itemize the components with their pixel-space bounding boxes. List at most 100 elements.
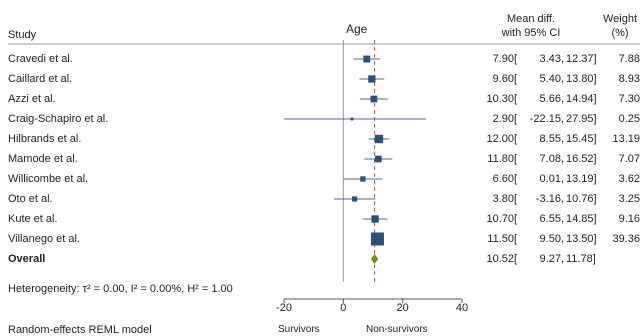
study-row: Craig-Schapiro et al. 2.90[ -22.15, 27.95] 0… bbox=[0, 109, 644, 129]
ci-bracket: [ bbox=[514, 193, 518, 205]
ci-upper: 13.80] bbox=[566, 73, 597, 85]
study-column-header: Study bbox=[8, 29, 37, 41]
ci-lower: 3.43, bbox=[539, 53, 564, 65]
mean-diff: 9.60 bbox=[492, 73, 514, 85]
study-row: Cravedi et al. 7.90[3.43, 12.37] 7.88 bbox=[0, 49, 644, 69]
mean-diff: 12.00 bbox=[486, 133, 514, 145]
ci-lower: 8.55, bbox=[539, 133, 564, 145]
study-name: Overall bbox=[8, 253, 46, 265]
ci-upper: 14.85] bbox=[566, 213, 597, 225]
study-row: Mamode et al. 11.80[7.08, 16.52] 7.07 bbox=[0, 149, 644, 169]
ci-upper: 13.19] bbox=[566, 173, 597, 185]
mean-diff: 10.70 bbox=[486, 213, 514, 225]
study-row: Villanego et al. 11.50[9.50, 13.50] 39.36 bbox=[0, 229, 644, 249]
ci-bracket: [ bbox=[514, 233, 518, 245]
study-name: Hilbrands et al. bbox=[8, 133, 82, 145]
study-estimate-marker bbox=[360, 176, 366, 182]
left-direction-label: Survivors bbox=[278, 324, 320, 335]
study-name: Cravedi et al. bbox=[8, 53, 73, 65]
ci-upper: 13.50] bbox=[566, 233, 597, 245]
mean-diff: 7.90 bbox=[492, 53, 514, 65]
mean-diff: 11.50 bbox=[487, 233, 514, 245]
study-name: Oto et al. bbox=[8, 193, 53, 205]
mean-diff: 10.52 bbox=[486, 253, 514, 265]
weight-percent: 39.36 bbox=[612, 233, 640, 245]
weight-percent: 3.25 bbox=[618, 193, 640, 205]
weight-column-header-line2: (%) bbox=[611, 27, 629, 39]
ci-upper: 11.78] bbox=[566, 253, 596, 265]
weight-percent: 7.30 bbox=[618, 93, 640, 105]
ci-lower: 9.50, bbox=[539, 233, 564, 245]
effect-column-header-line2: with 95% CI bbox=[501, 27, 561, 39]
study-name: Willicombe et al. bbox=[8, 173, 89, 185]
weight-percent: 9.16 bbox=[618, 213, 640, 225]
ci-bracket: [ bbox=[514, 213, 518, 225]
ci-bracket: [ bbox=[514, 153, 518, 165]
study-name: Mamode et al. bbox=[8, 153, 78, 165]
ci-bracket: [ bbox=[514, 73, 518, 85]
study-row: Oto et al. 3.80[ -3.16, 10.76] 3.25 bbox=[0, 189, 644, 209]
ci-lower: 5.40, bbox=[539, 73, 564, 85]
overall-diamond bbox=[370, 254, 379, 264]
weight-percent: 7.88 bbox=[618, 53, 640, 65]
study-name: Caillard et al. bbox=[8, 73, 73, 85]
study-name: Kute et al. bbox=[8, 213, 58, 225]
ci-upper: 16.52] bbox=[566, 153, 597, 165]
study-row: Kute et al. 10.70[6.55, 14.85] 9.16 bbox=[0, 209, 644, 229]
x-tick-label: 20 bbox=[396, 302, 409, 314]
study-estimate-marker bbox=[370, 95, 378, 103]
mean-diff: 10.30 bbox=[486, 93, 514, 105]
study-name: Craig-Schapiro et al. bbox=[8, 113, 109, 125]
study-estimate-marker bbox=[375, 155, 382, 163]
ci-lower: -22.15, bbox=[529, 113, 564, 125]
chart-title: Age bbox=[346, 22, 368, 36]
x-tick-label: -20 bbox=[276, 302, 292, 314]
effect-column-header-line1: Mean diff. bbox=[506, 13, 556, 25]
mean-diff: 3.80 bbox=[492, 193, 514, 205]
study-estimate-marker bbox=[352, 196, 358, 202]
study-row: Willicombe et al. 6.60[0.01, 13.19] 3.62 bbox=[0, 169, 644, 189]
weight-percent: 13.19 bbox=[612, 133, 640, 145]
weight-column-header-line1: Weight bbox=[602, 13, 638, 25]
weight-percent: 7.07 bbox=[618, 153, 640, 165]
study-estimate-marker bbox=[374, 134, 384, 144]
mean-diff: 2.90 bbox=[492, 113, 514, 125]
model-note: Random-effects REML model bbox=[8, 324, 152, 336]
study-estimate-marker bbox=[371, 215, 379, 223]
mean-diff: 6.60 bbox=[492, 173, 514, 185]
ci-upper: 12.37] bbox=[566, 53, 597, 65]
weight-percent: 0.25 bbox=[618, 113, 640, 125]
ci-bracket: [ bbox=[514, 173, 518, 185]
study-estimate-marker bbox=[368, 75, 376, 83]
ci-lower: 7.08, bbox=[539, 153, 564, 165]
ci-bracket: [ bbox=[514, 253, 518, 265]
mean-diff: 11.80 bbox=[487, 153, 514, 165]
ci-bracket: [ bbox=[514, 53, 518, 65]
study-row: Caillard et al. 9.60[5.40, 13.80] 8.93 bbox=[0, 69, 644, 89]
study-name: Villanego et al. bbox=[8, 233, 80, 245]
ci-lower: 6.55, bbox=[539, 213, 564, 225]
ci-upper: 27.95] bbox=[566, 113, 597, 125]
ci-lower: 9.27, bbox=[539, 253, 564, 265]
ci-lower: 0.01, bbox=[539, 173, 564, 185]
overall-row: Overall 10.52[9.27, 11.78] bbox=[0, 249, 644, 269]
ci-bracket: [ bbox=[514, 113, 518, 125]
ci-upper: 14.94] bbox=[566, 93, 597, 105]
ci-bracket: [ bbox=[514, 93, 518, 105]
x-tick-label: 40 bbox=[455, 302, 469, 314]
heterogeneity-note: Heterogeneity: τ² = 0.00, I² = 0.00%, H²… bbox=[8, 283, 233, 295]
ci-lower: -3.16, bbox=[535, 193, 564, 205]
study-row: Hilbrands et al. 12.00[8.55, 15.45] 13.19 bbox=[0, 129, 644, 149]
weight-percent: 3.62 bbox=[618, 173, 640, 185]
study-estimate-marker bbox=[370, 232, 384, 246]
ci-bracket: [ bbox=[514, 133, 518, 145]
x-tick-label: 0 bbox=[340, 302, 347, 314]
ci-upper: 10.76] bbox=[566, 193, 597, 205]
ci-lower: 5.66, bbox=[539, 93, 564, 105]
weight-percent: 8.93 bbox=[618, 73, 640, 85]
study-row: Azzi et al. 10.30[5.66, 14.94] 7.30 bbox=[0, 89, 644, 109]
study-estimate-marker bbox=[363, 55, 371, 63]
study-estimate-marker bbox=[350, 117, 354, 121]
study-name: Azzi et al. bbox=[8, 93, 56, 105]
